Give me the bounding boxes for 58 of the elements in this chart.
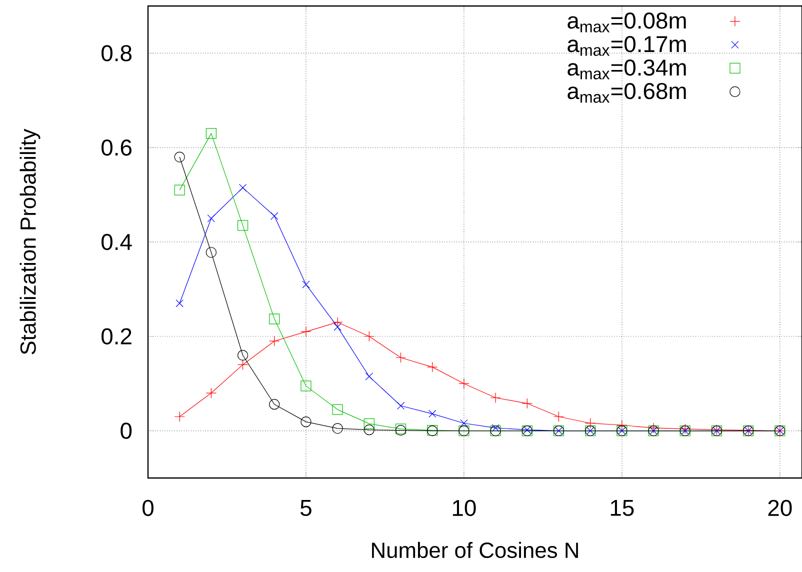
point [238,184,247,192]
y-tick-label: 0.4 [102,234,132,250]
point [300,380,312,392]
point [334,323,342,331]
point [332,316,343,328]
legend-label: a$_{max}$=0.08m [568,12,686,32]
point [395,352,406,363]
point [269,314,280,324]
x-tick-label: 20 [768,500,792,516]
point [237,220,248,231]
point [206,128,216,139]
x-tick-label: 5 [300,500,312,516]
point [458,378,470,389]
point [522,398,532,409]
y-tick-label: 0.6 [102,139,132,156]
point [237,359,248,370]
point [300,416,312,428]
legend-label: a$_{max}$=0.68m [568,82,686,103]
point [585,418,596,429]
point [553,411,564,422]
point [332,423,343,434]
y-tick-label: 0.2 [102,328,132,344]
point [206,388,216,398]
point [270,212,278,220]
x-tick-label: 0 [142,500,154,516]
y-tick-label: 0.8 [102,45,132,62]
point [332,404,343,415]
x-tick-label: 10 [452,500,476,516]
point [616,420,628,430]
point [174,184,185,196]
point [364,424,374,436]
point [364,331,374,342]
point [237,350,248,361]
legend-label: a$_{max}$=0.34m [568,59,686,80]
point [428,410,436,418]
point [427,362,438,372]
point [364,418,374,430]
legend-label: a$_{max}$=0.17m [568,36,686,56]
point [648,422,659,434]
point [269,399,280,410]
point [207,214,216,222]
point [492,424,500,432]
point [365,372,374,380]
point [396,402,405,410]
point [302,280,310,288]
y-tick-label: 0 [120,422,132,439]
point [206,247,216,258]
x-axis-title: Number of Cosines N [372,542,578,558]
point [176,300,184,308]
point [300,326,312,337]
point [460,419,468,428]
x-tick-label: 15 [610,500,634,516]
point [174,411,185,422]
point [490,392,501,404]
point [174,152,185,162]
point [269,336,280,346]
point [523,426,531,434]
y-axis-title: Stabilization Probability [20,128,40,354]
